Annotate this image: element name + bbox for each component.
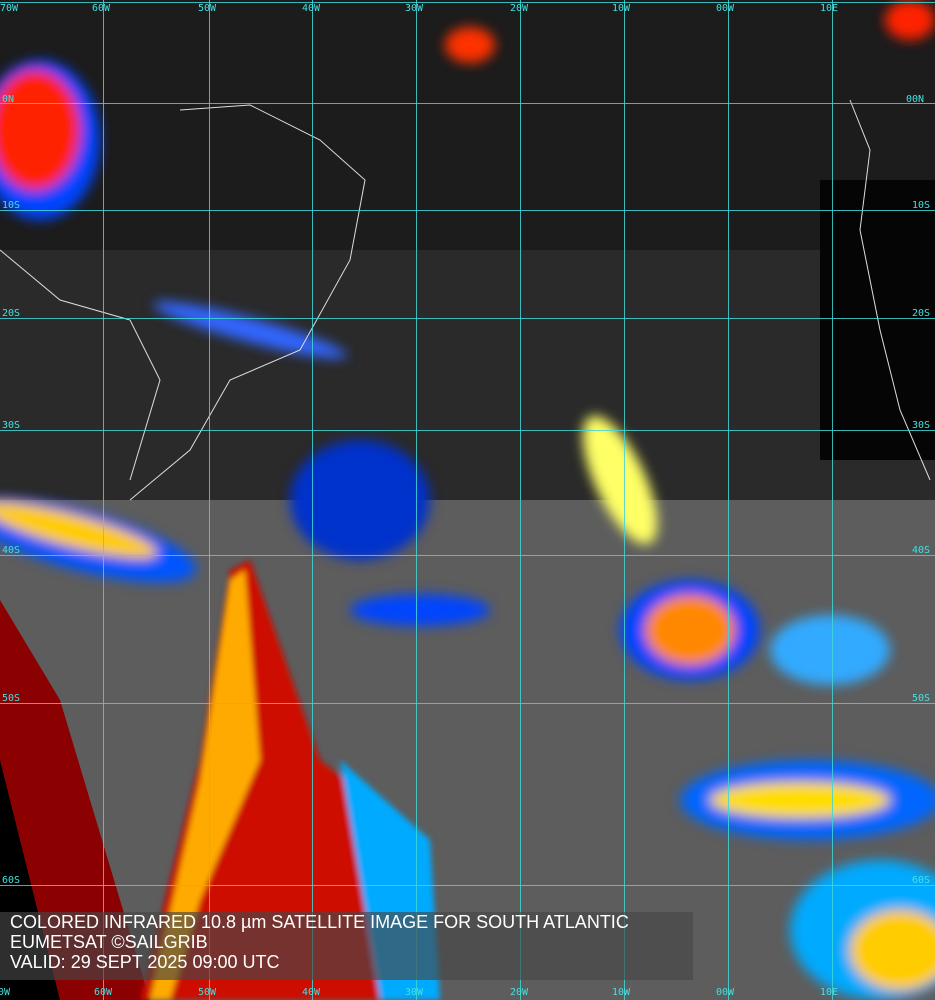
lon-label-top: 40W [302, 3, 321, 14]
meridian-0 [728, 0, 729, 1000]
lon-label-top: 50W [198, 3, 217, 14]
caption-credit: EUMETSAT ©SAILGRIB [10, 932, 208, 952]
lat-label-right: 20S [912, 308, 931, 319]
parallel-top [0, 2, 935, 3]
image-caption: COLORED INFRARED 10.8 µm SATELLITE IMAGE… [0, 912, 693, 980]
lon-label-bottom: 00W [716, 987, 735, 998]
lon-label-top: 30W [405, 3, 424, 14]
parallel-30s [0, 430, 935, 431]
lat-label-left: 10S [2, 200, 21, 211]
meridian-10e [832, 0, 833, 1000]
meridian-30w [416, 0, 417, 1000]
parallel-60s [0, 885, 935, 886]
lat-label-left: 50S [2, 693, 21, 704]
caption-title: COLORED INFRARED 10.8 µm SATELLITE IMAGE… [10, 912, 629, 932]
lon-label-bottom: 30W [405, 987, 424, 998]
lat-label-right: 60S [912, 875, 931, 886]
lat-label-left: 30S [2, 420, 21, 431]
lat-label-left: 60S [2, 875, 21, 886]
parallel-10s [0, 210, 935, 211]
lat-label-right: 00N [906, 94, 925, 105]
parallel-40s [0, 555, 935, 556]
parallel-50s [0, 703, 935, 704]
lon-label-bottom: 20W [510, 987, 529, 998]
lat-label-right: 40S [912, 545, 931, 556]
lon-label-bottom: 40W [302, 987, 321, 998]
lat-label-right: 30S [912, 420, 931, 431]
lat-label-left: 0N [2, 94, 15, 105]
lon-label-bottom: 60W [94, 987, 113, 998]
lat-label-left: 20S [2, 308, 21, 319]
lon-label-top: 00W [716, 3, 735, 14]
lon-label-top: 60W [92, 3, 111, 14]
meridian-20w [520, 0, 521, 1000]
parallel-20s [0, 318, 935, 319]
lon-label-bottom: 10E [820, 987, 839, 998]
lat-label-left: 40S [2, 545, 21, 556]
lat-label-right: 10S [912, 200, 931, 211]
lon-label-bottom: 50W [198, 987, 217, 998]
meridian-60w [103, 0, 104, 1000]
lat-label-right: 50S [912, 693, 931, 704]
caption-valid-time: VALID: 29 SEPT 2025 09:00 UTC [10, 952, 280, 972]
lon-label-top: 10E [820, 3, 839, 14]
lon-label-bottom: 70W [0, 987, 11, 998]
lon-label-top: 70W [0, 3, 19, 14]
lon-label-top: 20W [510, 3, 529, 14]
lon-label-top: 10W [612, 3, 631, 14]
meridian-10w [624, 0, 625, 1000]
meridian-50w [209, 0, 210, 1000]
lon-label-bottom: 10W [612, 987, 631, 998]
coastlines [0, 99, 931, 501]
parallel-0 [0, 103, 935, 104]
meridian-40w [312, 0, 313, 1000]
